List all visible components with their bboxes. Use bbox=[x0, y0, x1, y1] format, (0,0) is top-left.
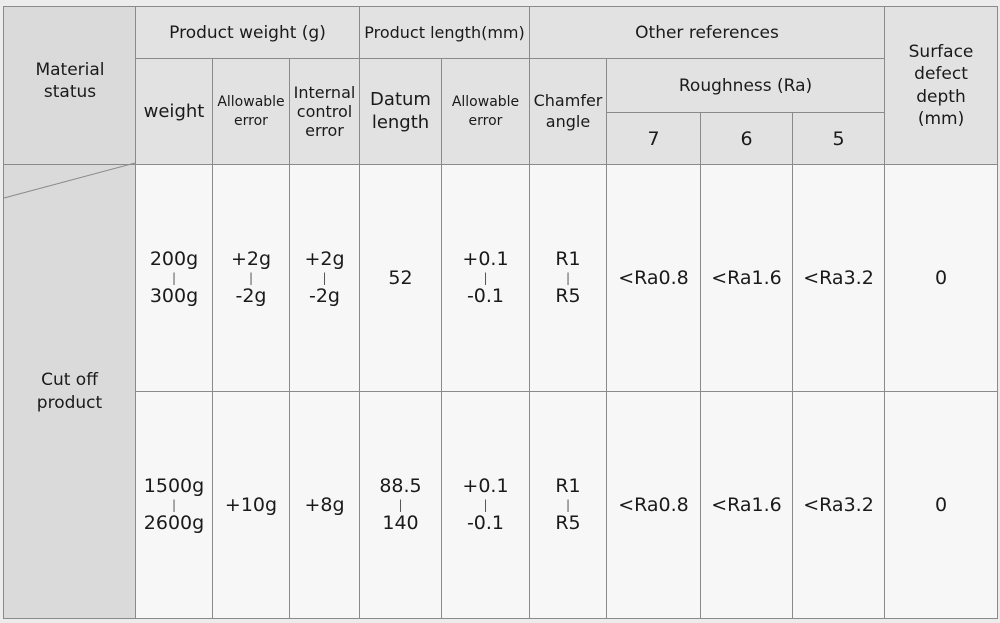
grade-5-header: 5 bbox=[791, 112, 886, 165]
row1-chamfer-cell: R1 | R5 bbox=[529, 164, 607, 392]
row2-len-allow-bottom: -0.1 bbox=[466, 512, 505, 535]
row2-allowable-cell: +10g bbox=[212, 391, 290, 619]
row2-defect-cell: 0 bbox=[884, 391, 999, 619]
material-status-label: Material status bbox=[35, 60, 105, 103]
range-separator: | bbox=[565, 270, 571, 285]
row1-weight-cell: 200g | 300g bbox=[135, 164, 213, 392]
range-separator: | bbox=[248, 270, 254, 285]
spec-table: Material status Product weight (g) Produ… bbox=[3, 6, 999, 619]
row1-len-allow-top: +0.1 bbox=[462, 247, 509, 270]
row1-internal-top: +2g bbox=[304, 247, 345, 270]
range-separator: | bbox=[171, 497, 177, 512]
row2-ra6-cell: <Ra1.6 bbox=[700, 391, 793, 619]
row1-datum-cell: 52 bbox=[359, 164, 442, 392]
row2-weight-bottom: 2600g bbox=[143, 512, 205, 535]
cut-off-product-cell: Cut off product bbox=[3, 164, 136, 619]
row1-len-allow-bottom: -0.1 bbox=[466, 285, 505, 308]
row1-allow-top: +2g bbox=[230, 247, 272, 270]
row1-ra5-cell: <Ra3.2 bbox=[791, 164, 886, 392]
row1-chamfer-bottom: R5 bbox=[555, 285, 581, 308]
internal-control-error-header: Internal control error bbox=[289, 58, 360, 165]
row2-weight-top: 1500g bbox=[143, 474, 205, 497]
row2-length-allowable-cell: +0.1 | -0.1 bbox=[441, 391, 530, 619]
weight-header: weight bbox=[135, 58, 213, 165]
row2-chamfer-cell: R1 | R5 bbox=[529, 391, 607, 619]
cut-off-product-label: Cut off product bbox=[36, 370, 103, 413]
grade-7-header: 7 bbox=[606, 112, 701, 165]
length-allowable-error-header: Allowable error bbox=[441, 58, 530, 165]
range-separator: | bbox=[398, 497, 403, 512]
row1-allow-bottom: -2g bbox=[235, 285, 267, 308]
row1-ra7-cell: <Ra0.8 bbox=[606, 164, 701, 392]
grade-6-header: 6 bbox=[700, 112, 793, 165]
row2-datum-top: 88.5 bbox=[379, 474, 422, 497]
row1-weight-top: 200g bbox=[149, 247, 199, 270]
row2-ra5-cell: <Ra3.2 bbox=[791, 391, 886, 619]
range-separator: | bbox=[322, 270, 327, 285]
row2-chamfer-top: R1 bbox=[555, 474, 581, 497]
row1-ra6-cell: <Ra1.6 bbox=[700, 164, 793, 392]
weight-allowable-error-header: Allowable error bbox=[212, 58, 290, 165]
product-weight-header: Product weight (g) bbox=[135, 6, 360, 59]
range-separator: | bbox=[565, 497, 571, 512]
range-separator: | bbox=[483, 270, 488, 285]
product-length-header: Product length(mm) bbox=[359, 6, 530, 59]
range-separator: | bbox=[483, 497, 488, 512]
row2-weight-cell: 1500g | 2600g bbox=[135, 391, 213, 619]
row2-datum-bottom: 140 bbox=[382, 512, 419, 535]
row2-ra7-cell: <Ra0.8 bbox=[606, 391, 701, 619]
range-separator: | bbox=[171, 270, 177, 285]
row1-internal-cell: +2g | -2g bbox=[289, 164, 360, 392]
row1-allowable-cell: +2g | -2g bbox=[212, 164, 290, 392]
row2-datum-cell: 88.5 | 140 bbox=[359, 391, 442, 619]
row2-chamfer-bottom: R5 bbox=[555, 512, 581, 535]
roughness-header: Roughness (Ra) bbox=[605, 58, 886, 113]
row2-internal-cell: +8g bbox=[289, 391, 360, 619]
other-references-header: Other references bbox=[528, 6, 886, 59]
row1-internal-bottom: -2g bbox=[308, 285, 340, 308]
row1-defect-cell: 0 bbox=[884, 164, 999, 392]
surface-defect-depth-header: Surface defect depth (mm) bbox=[884, 6, 999, 165]
row2-len-allow-top: +0.1 bbox=[462, 474, 509, 497]
row1-length-allowable-cell: +0.1 | -0.1 bbox=[441, 164, 530, 392]
row1-weight-bottom: 300g bbox=[149, 285, 199, 308]
row1-chamfer-top: R1 bbox=[555, 247, 581, 270]
material-status-header: Material status bbox=[3, 6, 136, 165]
chamfer-angle-header: Chamfer angle bbox=[529, 58, 607, 165]
datum-length-header: Datum length bbox=[359, 58, 442, 165]
